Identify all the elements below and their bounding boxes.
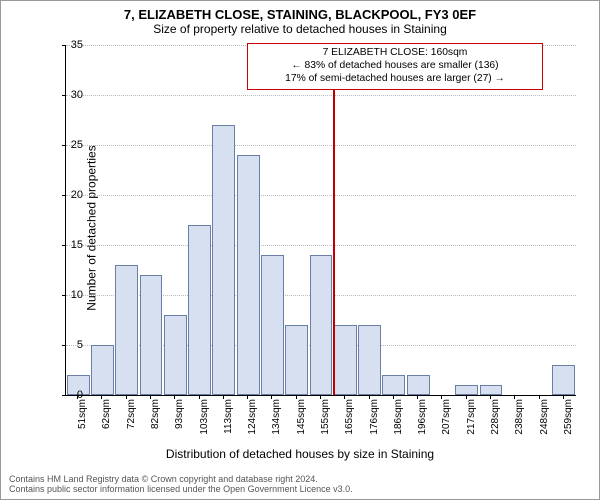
x-tick-label: 155sqm bbox=[320, 399, 331, 439]
reference-line bbox=[333, 45, 335, 395]
histogram-bar bbox=[552, 365, 575, 395]
x-tick-label: 259sqm bbox=[563, 399, 574, 439]
y-tick-mark bbox=[62, 95, 66, 96]
x-tick-label: 62sqm bbox=[101, 399, 112, 439]
grid-line bbox=[66, 95, 576, 96]
info-box: 7 ELIZABETH CLOSE: 160sqm ← 83% of detac… bbox=[247, 43, 543, 90]
y-tick-mark bbox=[62, 145, 66, 146]
x-tick-label: 165sqm bbox=[344, 399, 355, 439]
y-tick-mark bbox=[62, 395, 66, 396]
y-tick-mark bbox=[62, 345, 66, 346]
footer-line-2: Contains public sector information licen… bbox=[9, 485, 591, 495]
histogram-bar bbox=[285, 325, 308, 395]
y-tick-mark bbox=[62, 295, 66, 296]
info-line-1: 7 ELIZABETH CLOSE: 160sqm bbox=[252, 47, 538, 60]
x-tick-label: 186sqm bbox=[393, 399, 404, 439]
footer: Contains HM Land Registry data © Crown c… bbox=[9, 475, 591, 495]
x-tick-label: 113sqm bbox=[223, 399, 234, 439]
grid-line bbox=[66, 145, 576, 146]
x-axis-label: Distribution of detached houses by size … bbox=[1, 447, 599, 461]
info-line-3: 17% of semi-detached houses are larger (… bbox=[252, 73, 538, 86]
y-tick-mark bbox=[62, 245, 66, 246]
x-tick-label: 134sqm bbox=[271, 399, 282, 439]
histogram-bar bbox=[115, 265, 138, 395]
x-tick-label: 145sqm bbox=[296, 399, 307, 439]
x-tick-label: 51sqm bbox=[77, 399, 88, 439]
histogram-bar bbox=[480, 385, 503, 395]
chart-title-main: 7, ELIZABETH CLOSE, STAINING, BLACKPOOL,… bbox=[1, 1, 599, 22]
histogram-bar bbox=[140, 275, 163, 395]
histogram-bar bbox=[164, 315, 187, 395]
chart-container: 7, ELIZABETH CLOSE, STAINING, BLACKPOOL,… bbox=[0, 0, 600, 500]
histogram-bar bbox=[261, 255, 284, 395]
x-tick-label: 207sqm bbox=[441, 399, 452, 439]
x-tick-label: 72sqm bbox=[126, 399, 137, 439]
histogram-bar bbox=[382, 375, 405, 395]
info-line-2: ← 83% of detached houses are smaller (13… bbox=[252, 60, 538, 73]
x-tick-label: 217sqm bbox=[466, 399, 477, 439]
chart-title-sub: Size of property relative to detached ho… bbox=[1, 22, 599, 40]
x-tick-label: 228sqm bbox=[490, 399, 501, 439]
histogram-bar bbox=[91, 345, 114, 395]
grid-line bbox=[66, 195, 576, 196]
x-tick-label: 82sqm bbox=[150, 399, 161, 439]
histogram-bar bbox=[188, 225, 211, 395]
x-tick-label: 196sqm bbox=[417, 399, 428, 439]
x-tick-label: 103sqm bbox=[199, 399, 210, 439]
histogram-bar bbox=[237, 155, 260, 395]
y-tick-mark bbox=[62, 45, 66, 46]
x-tick-label: 238sqm bbox=[514, 399, 525, 439]
histogram-bar bbox=[407, 375, 430, 395]
x-tick-label: 124sqm bbox=[247, 399, 258, 439]
x-tick-label: 93sqm bbox=[174, 399, 185, 439]
histogram-bar bbox=[358, 325, 381, 395]
x-tick-label: 248sqm bbox=[539, 399, 550, 439]
histogram-bar bbox=[212, 125, 235, 395]
histogram-bar bbox=[455, 385, 478, 395]
histogram-bar bbox=[310, 255, 333, 395]
y-tick-mark bbox=[62, 195, 66, 196]
grid-line bbox=[66, 245, 576, 246]
x-tick-label: 176sqm bbox=[369, 399, 380, 439]
histogram-bar bbox=[334, 325, 357, 395]
plot-area bbox=[65, 45, 576, 396]
